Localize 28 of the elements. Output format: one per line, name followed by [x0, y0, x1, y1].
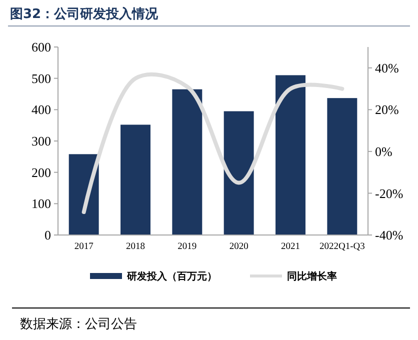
- y2-tick-label: -20%: [375, 186, 404, 201]
- y-tick-label: 0: [44, 228, 51, 243]
- bar: [276, 75, 306, 235]
- x-tick-label: 2019: [178, 242, 197, 252]
- bar: [327, 98, 358, 235]
- bar: [172, 89, 202, 235]
- legend-label: 同比增长率: [287, 270, 337, 282]
- x-tick-label: 2017: [74, 242, 94, 252]
- y2-tick-label: 40%: [375, 60, 399, 76]
- bar: [224, 111, 254, 235]
- y-tick-label: 500: [32, 70, 51, 86]
- y2-tick-label: -40%: [375, 228, 404, 243]
- x-tick-label: 2018: [126, 242, 146, 252]
- y-tick-label: 600: [32, 40, 51, 55]
- chart-title: 图32：公司研发投入情况: [10, 6, 160, 22]
- y-tick-label: 300: [32, 134, 51, 149]
- y-tick-label: 400: [32, 102, 51, 118]
- x-tick-label: 2020: [229, 242, 249, 252]
- bar: [120, 124, 150, 235]
- y2-tick-label: 0%: [375, 144, 392, 159]
- bar: [68, 154, 99, 235]
- y2-tick-label: 20%: [375, 102, 399, 118]
- x-tick-label: 2022Q1-Q3: [319, 242, 366, 252]
- legend-label: 研发投入（百万元）: [126, 270, 217, 282]
- y-tick-label: 100: [32, 196, 51, 212]
- y-tick-label: 200: [32, 164, 51, 180]
- source-note: 数据来源：公司公告: [20, 317, 137, 332]
- x-tick-label: 2021: [281, 242, 300, 252]
